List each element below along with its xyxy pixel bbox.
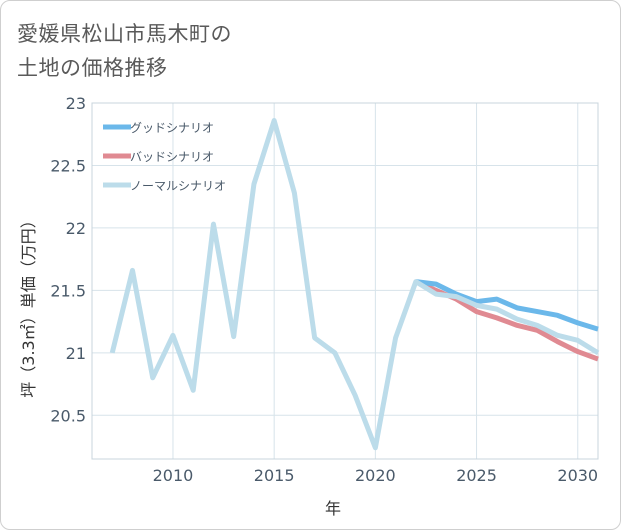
legend-label-3: ノーマルシナリオ	[130, 179, 226, 193]
y-tick-label: 22.5	[50, 156, 86, 175]
series-line-3	[109, 117, 600, 451]
legend-label-2: バッドシナリオ	[130, 150, 214, 164]
y-tick-label: 21	[66, 344, 86, 363]
series-lines	[109, 117, 600, 451]
x-tick-label: 2015	[254, 466, 295, 485]
y-tick-label: 20.5	[50, 406, 86, 425]
legend-label-1: グッドシナリオ	[130, 121, 214, 135]
chart-title: 愛媛県松山市馬木町の 土地の価格推移	[17, 17, 232, 85]
x-axis-title: 年	[325, 499, 341, 518]
chart-title-line-2: 土地の価格推移	[17, 56, 168, 80]
chart-title-line-1: 愛媛県松山市馬木町の	[17, 22, 232, 46]
plot-frame	[91, 102, 599, 460]
x-tick-label: 2010	[153, 466, 194, 485]
y-tick-label: 23	[66, 94, 86, 113]
x-axis-ticks: 2010 2015 2020 2025 2030	[153, 466, 599, 485]
x-tick-label: 2020	[355, 466, 396, 485]
x-tick-label: 2025	[456, 466, 497, 485]
y-tick-label: 22	[66, 219, 86, 238]
y-axis-ticks: 20.5 21 21.5 22 22.5 23	[50, 94, 86, 425]
x-tick-label: 2030	[557, 466, 598, 485]
y-axis-title: 坪（3.3㎡）単価（万円）	[19, 212, 38, 397]
series-line-1	[415, 279, 599, 332]
y-tick-label: 21.5	[50, 281, 86, 300]
